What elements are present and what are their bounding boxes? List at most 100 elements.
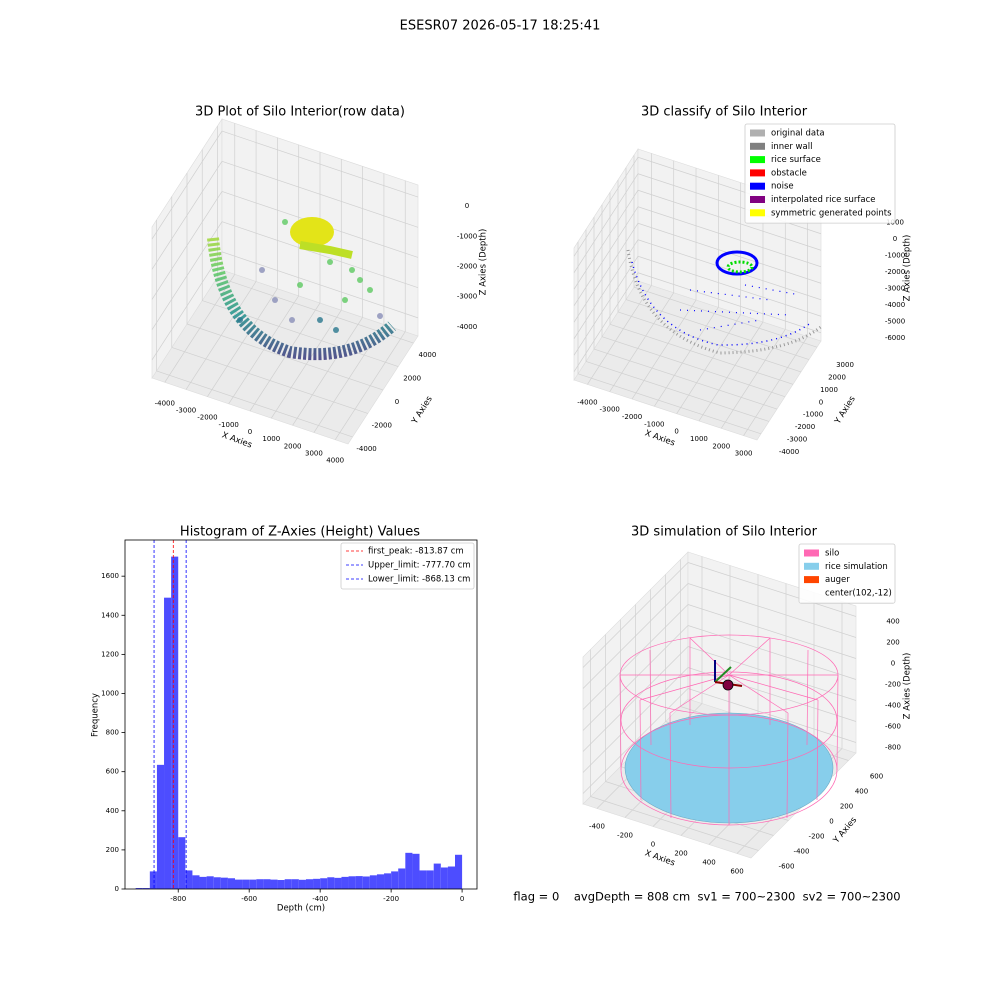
- bar: [362, 876, 370, 889]
- bar: [185, 870, 193, 889]
- z-tick-label: 400: [886, 618, 899, 626]
- y-tick-label: -2000: [795, 423, 815, 431]
- bar: [369, 875, 377, 889]
- bar: [213, 877, 221, 889]
- legend-label: Upper_limit: -777.70 cm: [368, 561, 471, 571]
- bar: [199, 876, 207, 889]
- grid-line: [573, 157, 639, 257]
- z-tick-label: 200: [886, 639, 899, 647]
- point-cloud: [290, 217, 334, 247]
- y-tick-label: 1200: [101, 650, 119, 658]
- center-marker: [722, 679, 734, 691]
- x-tick-label: 3000: [735, 450, 753, 458]
- grid-line: [221, 130, 419, 198]
- z-tick-label: -2000: [457, 262, 477, 270]
- chart-title: Histogram of Z-Axies (Height) Values: [180, 525, 420, 540]
- bar: [398, 868, 406, 889]
- bar: [149, 871, 157, 889]
- x-tick-label: -400: [312, 895, 328, 903]
- grid-line: [573, 190, 639, 290]
- legend-swatch: [750, 156, 765, 164]
- y-tick-label: -600: [779, 863, 795, 871]
- bar: [156, 764, 165, 889]
- y-tick-label: -400: [794, 848, 810, 856]
- z-tick-label: -600: [885, 723, 901, 731]
- x-tick-label: -400: [589, 823, 605, 831]
- grid-line: [720, 329, 786, 429]
- chart-title: 3D classify of Silo Interior: [641, 105, 808, 120]
- grid-line: [698, 321, 764, 422]
- bar: [227, 878, 235, 889]
- grid-line: [609, 323, 794, 385]
- bar: [135, 888, 143, 889]
- grid-line: [582, 604, 689, 710]
- bar: [220, 877, 228, 889]
- bar: [164, 597, 172, 889]
- grid-line: [573, 173, 639, 273]
- grid-line: [593, 348, 778, 410]
- y-tick-label: -2000: [372, 421, 392, 429]
- bar: [334, 877, 342, 889]
- x-tick-label: 0: [674, 428, 678, 436]
- grid-line: [582, 667, 689, 773]
- x-tick-label: -600: [241, 895, 257, 903]
- legend-label: center(102,-12): [825, 588, 892, 598]
- y-tick-label: -4000: [356, 445, 376, 453]
- grid-line: [687, 604, 857, 659]
- x-tick-label: -4000: [155, 399, 175, 407]
- silo-wireframe: [619, 634, 839, 826]
- z-tick-label: -800: [885, 744, 901, 752]
- point-cloud: [237, 219, 383, 333]
- grid-line: [633, 286, 818, 348]
- legend-swatch: [750, 182, 765, 190]
- grid-line: [151, 130, 223, 240]
- decor-layer: [207, 217, 839, 826]
- bar: [171, 556, 179, 889]
- z-tick-label: -1000: [457, 232, 477, 240]
- y-tick-label: 1000: [820, 386, 838, 394]
- y-tick-label: 800: [106, 729, 119, 737]
- legend-label: noise: [771, 182, 794, 192]
- legend-label: first_peak: -813.87 cm: [368, 547, 464, 557]
- grid-line: [221, 160, 419, 228]
- z-tick-label: -200: [885, 681, 901, 689]
- grid-line: [573, 239, 639, 339]
- bar: [192, 875, 200, 889]
- axes-frame: [124, 539, 478, 890]
- y-tick-label: -1000: [803, 411, 823, 419]
- legend-swatch: [750, 129, 765, 137]
- y-axis-label: Frequency: [91, 693, 101, 737]
- grid-line: [582, 562, 689, 668]
- legend-box: [798, 543, 896, 604]
- x-tick-label: 400: [702, 859, 715, 867]
- grid-line: [587, 285, 652, 385]
- z-tick-label: -1000: [885, 251, 905, 259]
- grid-line: [631, 299, 697, 400]
- grid-line: [582, 625, 689, 731]
- grid-line: [637, 255, 822, 317]
- grid-line: [687, 625, 857, 680]
- grid-line: [582, 583, 689, 689]
- bar: [440, 867, 448, 889]
- bar: [433, 863, 441, 889]
- y-tick-label: 0: [819, 398, 823, 406]
- x-tick-label: -4000: [577, 398, 597, 406]
- x-tick-label: 1000: [262, 435, 280, 443]
- z-tick-label: -4000: [457, 323, 477, 331]
- grid-line: [687, 583, 857, 638]
- bar: [235, 879, 243, 889]
- bar: [419, 870, 427, 889]
- bar: [455, 854, 463, 889]
- x-tick-label: -200: [617, 832, 633, 840]
- legend-box: [744, 123, 896, 224]
- bar: [291, 879, 299, 889]
- bar: [263, 879, 271, 889]
- bar: [405, 852, 413, 889]
- grid-line: [171, 347, 368, 414]
- legend-label: silo: [825, 549, 839, 559]
- x-tick-label: -1000: [219, 421, 239, 429]
- z-tick-label: -400: [885, 702, 901, 710]
- bar: [298, 879, 306, 889]
- z-tick-label: 0: [465, 202, 469, 210]
- legend-swatch: [804, 576, 819, 584]
